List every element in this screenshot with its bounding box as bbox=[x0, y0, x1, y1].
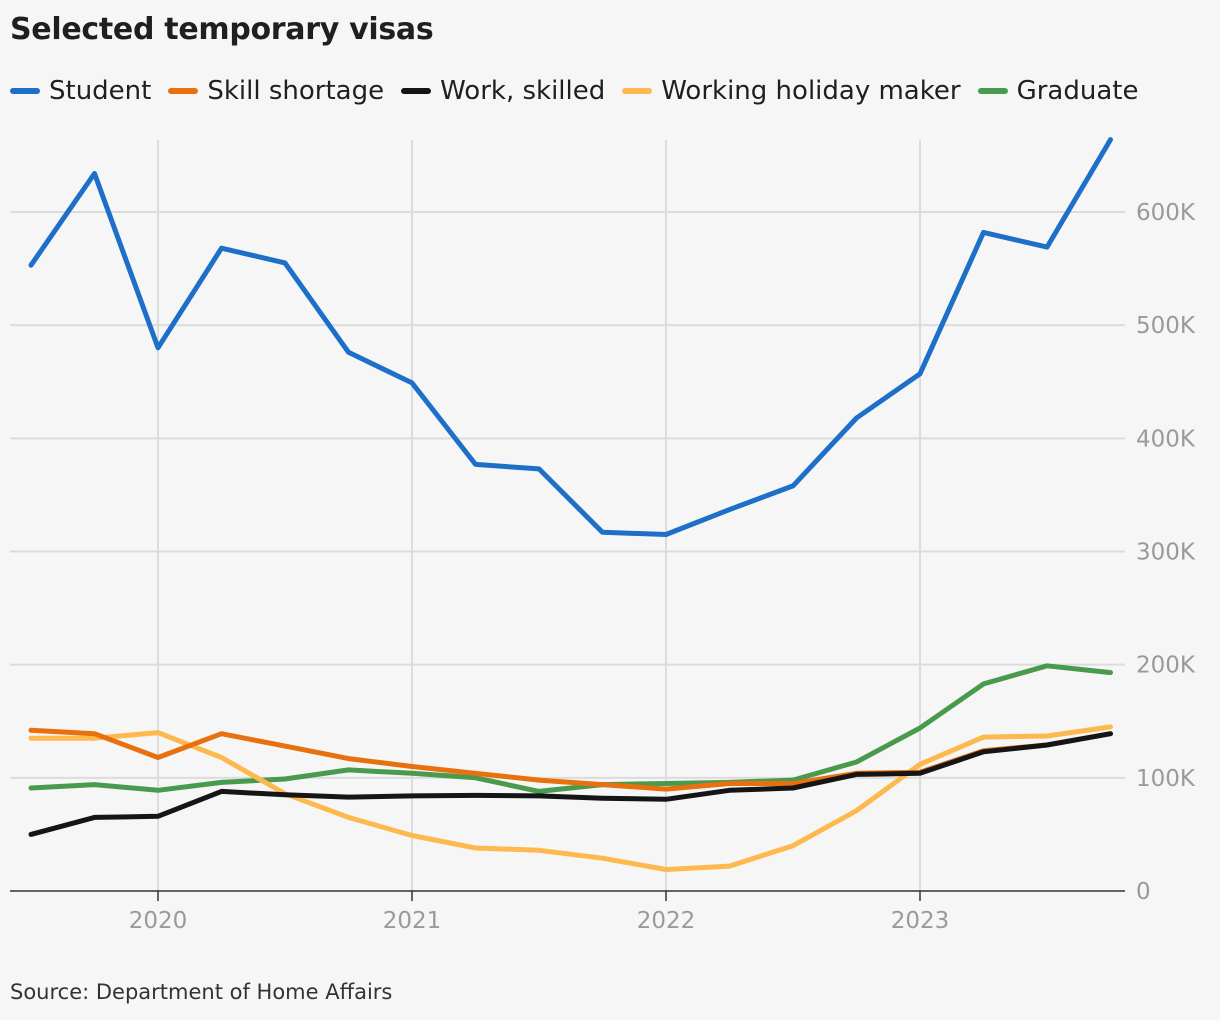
series-line-graduate bbox=[28, 663, 1113, 794]
line-chart: 0 100K 200K 300K 400K 500K 600K 2020 2021 2022 202… bbox=[10, 137, 1196, 934]
legend-item: Skill shortage bbox=[168, 76, 384, 106]
series-line-working-holiday-maker bbox=[28, 724, 1113, 872]
chart-title: Selected temporary visas bbox=[10, 12, 434, 47]
legend-label: Graduate bbox=[1016, 76, 1139, 106]
x-tick-label: 2021 bbox=[383, 908, 442, 934]
series-line-skill-shortage bbox=[28, 727, 1113, 792]
legend-item: Graduate bbox=[977, 76, 1139, 106]
legend-swatch bbox=[977, 88, 1008, 94]
x-tick-label: 2023 bbox=[891, 908, 950, 934]
legend-item: Working holiday maker bbox=[622, 76, 961, 106]
x-tick-label: 2020 bbox=[129, 908, 188, 934]
series-line-student bbox=[28, 137, 1113, 537]
legend: Student Skill shortage Work, skilled Workin… bbox=[10, 76, 1155, 106]
source-note: Source: Department of Home Affairs bbox=[10, 980, 393, 1004]
y-tick-label: 300K bbox=[1136, 540, 1196, 566]
legend-label: Student bbox=[49, 76, 152, 106]
legend-label: Work, skilled bbox=[440, 76, 606, 106]
y-tick-label: 400K bbox=[1136, 426, 1196, 452]
legend-swatch bbox=[10, 88, 40, 94]
y-tick-label: 100K bbox=[1136, 766, 1196, 792]
legend-swatch bbox=[168, 88, 199, 94]
legend-item: Work, skilled bbox=[401, 76, 605, 106]
legend-swatch bbox=[622, 88, 653, 94]
legend-item: Student bbox=[10, 76, 151, 106]
y-tick-label: 0 bbox=[1136, 879, 1151, 905]
legend-label: Skill shortage bbox=[207, 76, 385, 106]
x-tick-label: 2022 bbox=[637, 908, 696, 934]
series-line-work-skilled bbox=[28, 731, 1113, 837]
y-tick-label: 500K bbox=[1136, 313, 1196, 339]
legend-swatch bbox=[401, 88, 432, 94]
legend-label: Working holiday maker bbox=[661, 76, 961, 106]
y-tick-label: 200K bbox=[1136, 653, 1196, 679]
y-tick-label: 600K bbox=[1136, 200, 1196, 226]
